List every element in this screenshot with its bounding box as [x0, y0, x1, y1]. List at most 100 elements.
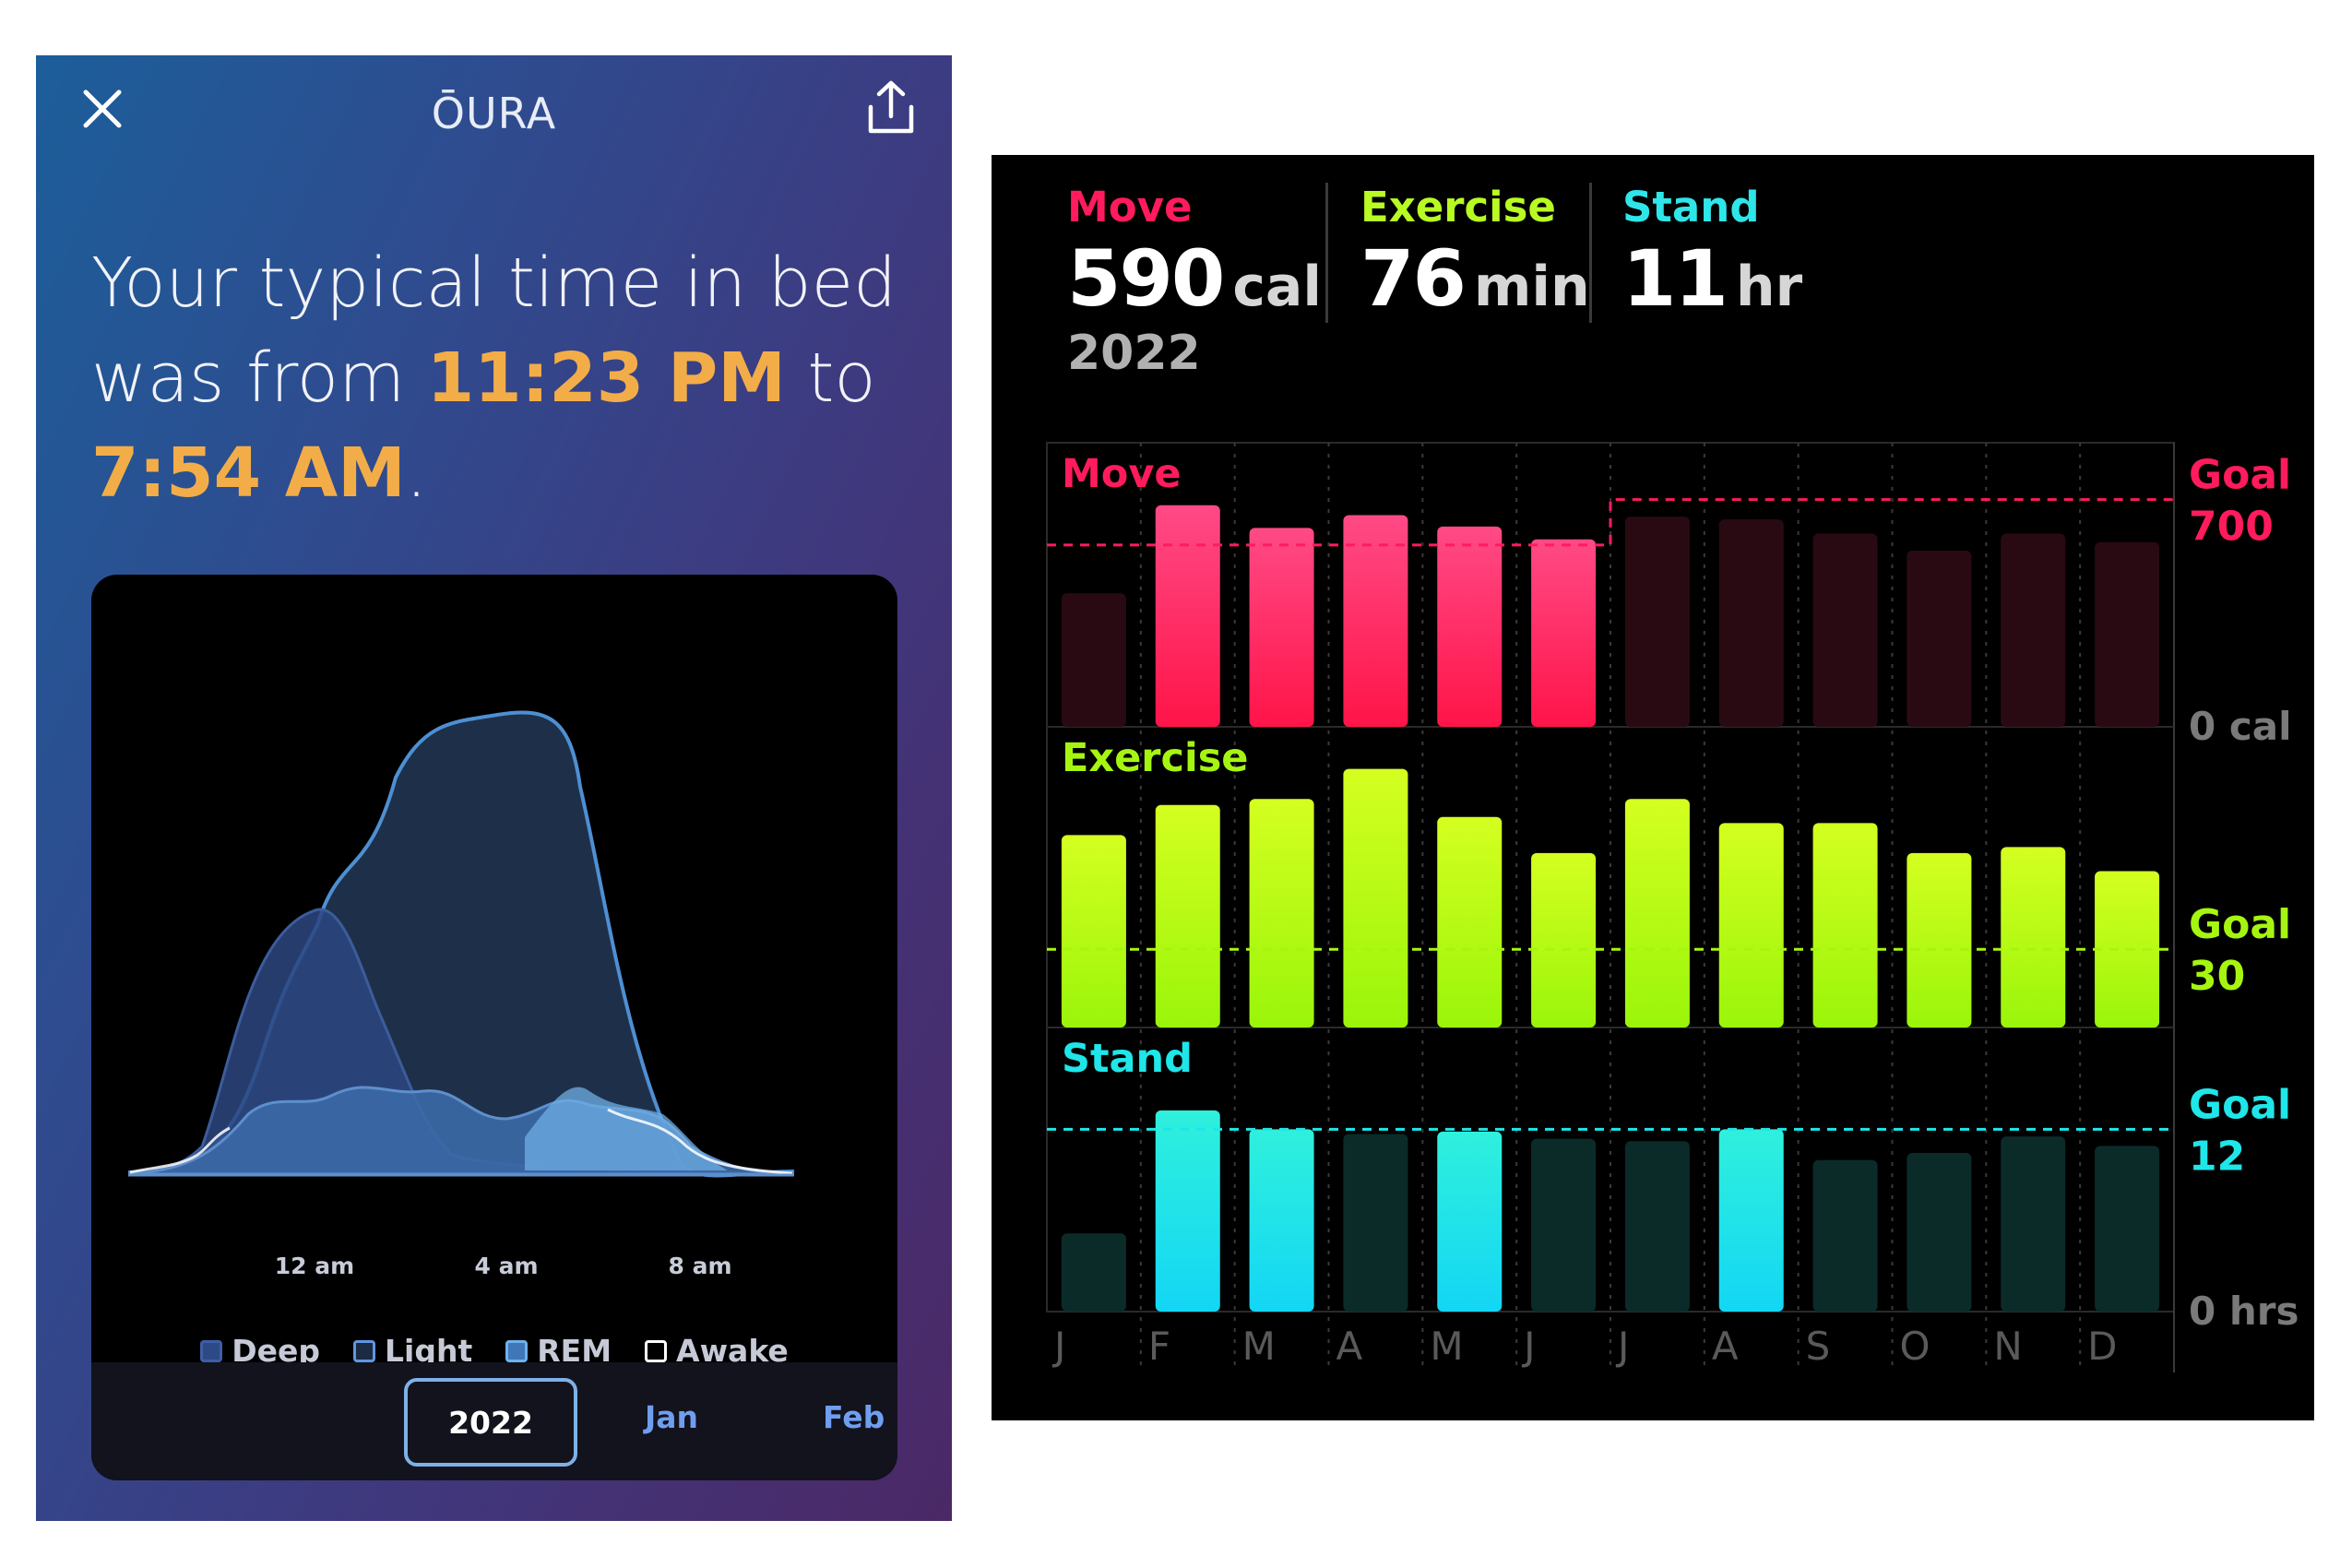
headline-period: .: [405, 434, 428, 513]
stand-bar: [2095, 1146, 2160, 1312]
month-tick-label: M: [1430, 1324, 1463, 1369]
move-stat-value: 590 cal: [1067, 233, 1322, 324]
stat-divider: [1589, 183, 1592, 323]
exercise-bar: [1907, 852, 1972, 1028]
move-stat-label: Move: [1067, 183, 1193, 232]
close-icon[interactable]: [75, 81, 130, 137]
sleep-chart-card: 12 am 4 am 8 am Deep Light REM Awake 202…: [91, 575, 897, 1480]
exercise-bar: [1531, 852, 1597, 1028]
move-bar: [1249, 528, 1314, 727]
oura-logo: ŌURA: [431, 89, 557, 138]
exercise-stat-label: Exercise: [1360, 183, 1556, 232]
month-tick-label: A: [1712, 1324, 1739, 1369]
exercise-bar: [1061, 835, 1126, 1028]
share-icon[interactable]: [859, 76, 923, 140]
exercise-bar: [1812, 823, 1878, 1028]
move-bar: [2095, 541, 2160, 727]
exercise-panel-title: Exercise: [1062, 735, 1248, 781]
series-rem-highlight: [525, 1087, 728, 1170]
move-bar: [1061, 593, 1126, 727]
exercise-bar: [2001, 847, 2066, 1028]
stand-bar: [1531, 1138, 1597, 1312]
tab-2022[interactable]: 2022: [404, 1378, 577, 1467]
x-tick-4am: 4 am: [474, 1253, 539, 1279]
exercise-bar: [1624, 799, 1690, 1028]
stand-stat-value: 11 hr: [1622, 233, 1802, 324]
exercise-value: 76: [1360, 233, 1467, 324]
legend-rem-swatch: [505, 1339, 529, 1362]
month-tick-label: J: [1521, 1324, 1535, 1369]
move-bar: [1155, 505, 1220, 727]
stand-stat-label: Stand: [1622, 183, 1760, 232]
legend-deep-swatch: [200, 1339, 223, 1362]
oura-sleep-panel: ŌURA Your typical time in bed was from 1…: [36, 55, 952, 1521]
headline-connector: to: [785, 339, 876, 418]
series-awake-line: [129, 1108, 793, 1175]
exercise-goal-value: 30: [2189, 953, 2245, 1000]
exercise-bar: [1718, 823, 1784, 1028]
month-tick-label: J: [1051, 1324, 1065, 1369]
move-bar: [1718, 519, 1784, 727]
month-tick-label: A: [1336, 1324, 1363, 1369]
stand-zero-label: 0 hrs: [2189, 1289, 2299, 1334]
move-bar: [1437, 526, 1503, 727]
stat-divider: [1325, 183, 1328, 323]
move-panel-title: Move: [1062, 451, 1182, 497]
tab-feb[interactable]: Feb: [823, 1399, 885, 1435]
exercise-stat-value: 76 min: [1360, 233, 1590, 324]
move-bar: [1624, 517, 1690, 727]
stand-bar: [1437, 1131, 1503, 1312]
x-tick-12am: 12 am: [274, 1253, 355, 1279]
month-tick-label: D: [2087, 1324, 2117, 1369]
stand-bar: [1907, 1153, 1972, 1312]
month-tick-label: O: [1900, 1324, 1930, 1369]
move-zero-label: 0 cal: [2189, 704, 2291, 749]
headline-text: Your typical time in bed was from: [91, 244, 897, 418]
month-tick-label: M: [1242, 1324, 1276, 1369]
month-tick-label: F: [1148, 1324, 1170, 1369]
activity-rings-panel: Move 590 cal Exercise 76 min Stand 11 hr 20…: [992, 155, 2314, 1420]
move-unit: cal: [1232, 255, 1322, 319]
stand-bar: [2001, 1136, 2066, 1312]
stand-bar: [1812, 1159, 1878, 1312]
stand-bar: [1624, 1141, 1690, 1312]
bedtime-headline: Your typical time in bed was from 11:23 …: [91, 236, 921, 521]
stand-bar: [1249, 1129, 1314, 1312]
stand-goal-value: 12: [2189, 1133, 2245, 1180]
stand-value: 11: [1622, 233, 1728, 324]
monthly-activity-chart: Move Goal 700 0 cal Exercise Goal 30 Stand Goal 1…: [1046, 442, 2299, 1372]
stand-unit: hr: [1735, 255, 1803, 319]
stand-bar: [1343, 1134, 1408, 1312]
exercise-unit: min: [1473, 255, 1590, 319]
stand-panel-title: Stand: [1062, 1036, 1193, 1082]
move-bar: [1531, 539, 1597, 727]
stand-bar: [1718, 1129, 1784, 1312]
move-goal-line: [1047, 498, 2174, 547]
move-bar: [2001, 533, 2066, 727]
move-goal-label: Goal: [2189, 452, 2291, 499]
move-value: 590: [1067, 233, 1225, 324]
stand-goal-label: Goal: [2189, 1081, 2291, 1128]
exercise-bar: [1155, 804, 1220, 1028]
move-bar: [1907, 551, 1972, 727]
exercise-bar: [1437, 816, 1503, 1028]
sleep-stage-chart: [128, 710, 794, 1178]
exercise-bar: [1249, 799, 1314, 1028]
month-tick-label: N: [1993, 1324, 2022, 1369]
summary-year: 2022: [1067, 326, 1201, 381]
bedtime-start: 11:23 PM: [426, 339, 786, 418]
month-tick-label: J: [1615, 1324, 1629, 1369]
move-bar: [1812, 533, 1878, 727]
exercise-goal-label: Goal: [2189, 901, 2291, 948]
legend-light-swatch: [353, 1339, 375, 1362]
exercise-bar: [1343, 768, 1408, 1028]
move-bar: [1343, 515, 1408, 727]
bedtime-end: 7:54 AM: [91, 434, 406, 513]
move-goal-value: 700: [2189, 504, 2274, 551]
stand-bar: [1155, 1110, 1220, 1312]
tab-jan[interactable]: Jan: [645, 1399, 699, 1435]
x-tick-8am: 8 am: [668, 1253, 732, 1279]
stand-bar: [1061, 1233, 1126, 1312]
period-tab-bar: 2022 Jan Feb: [91, 1362, 897, 1480]
month-tick-label: S: [1806, 1324, 1831, 1369]
